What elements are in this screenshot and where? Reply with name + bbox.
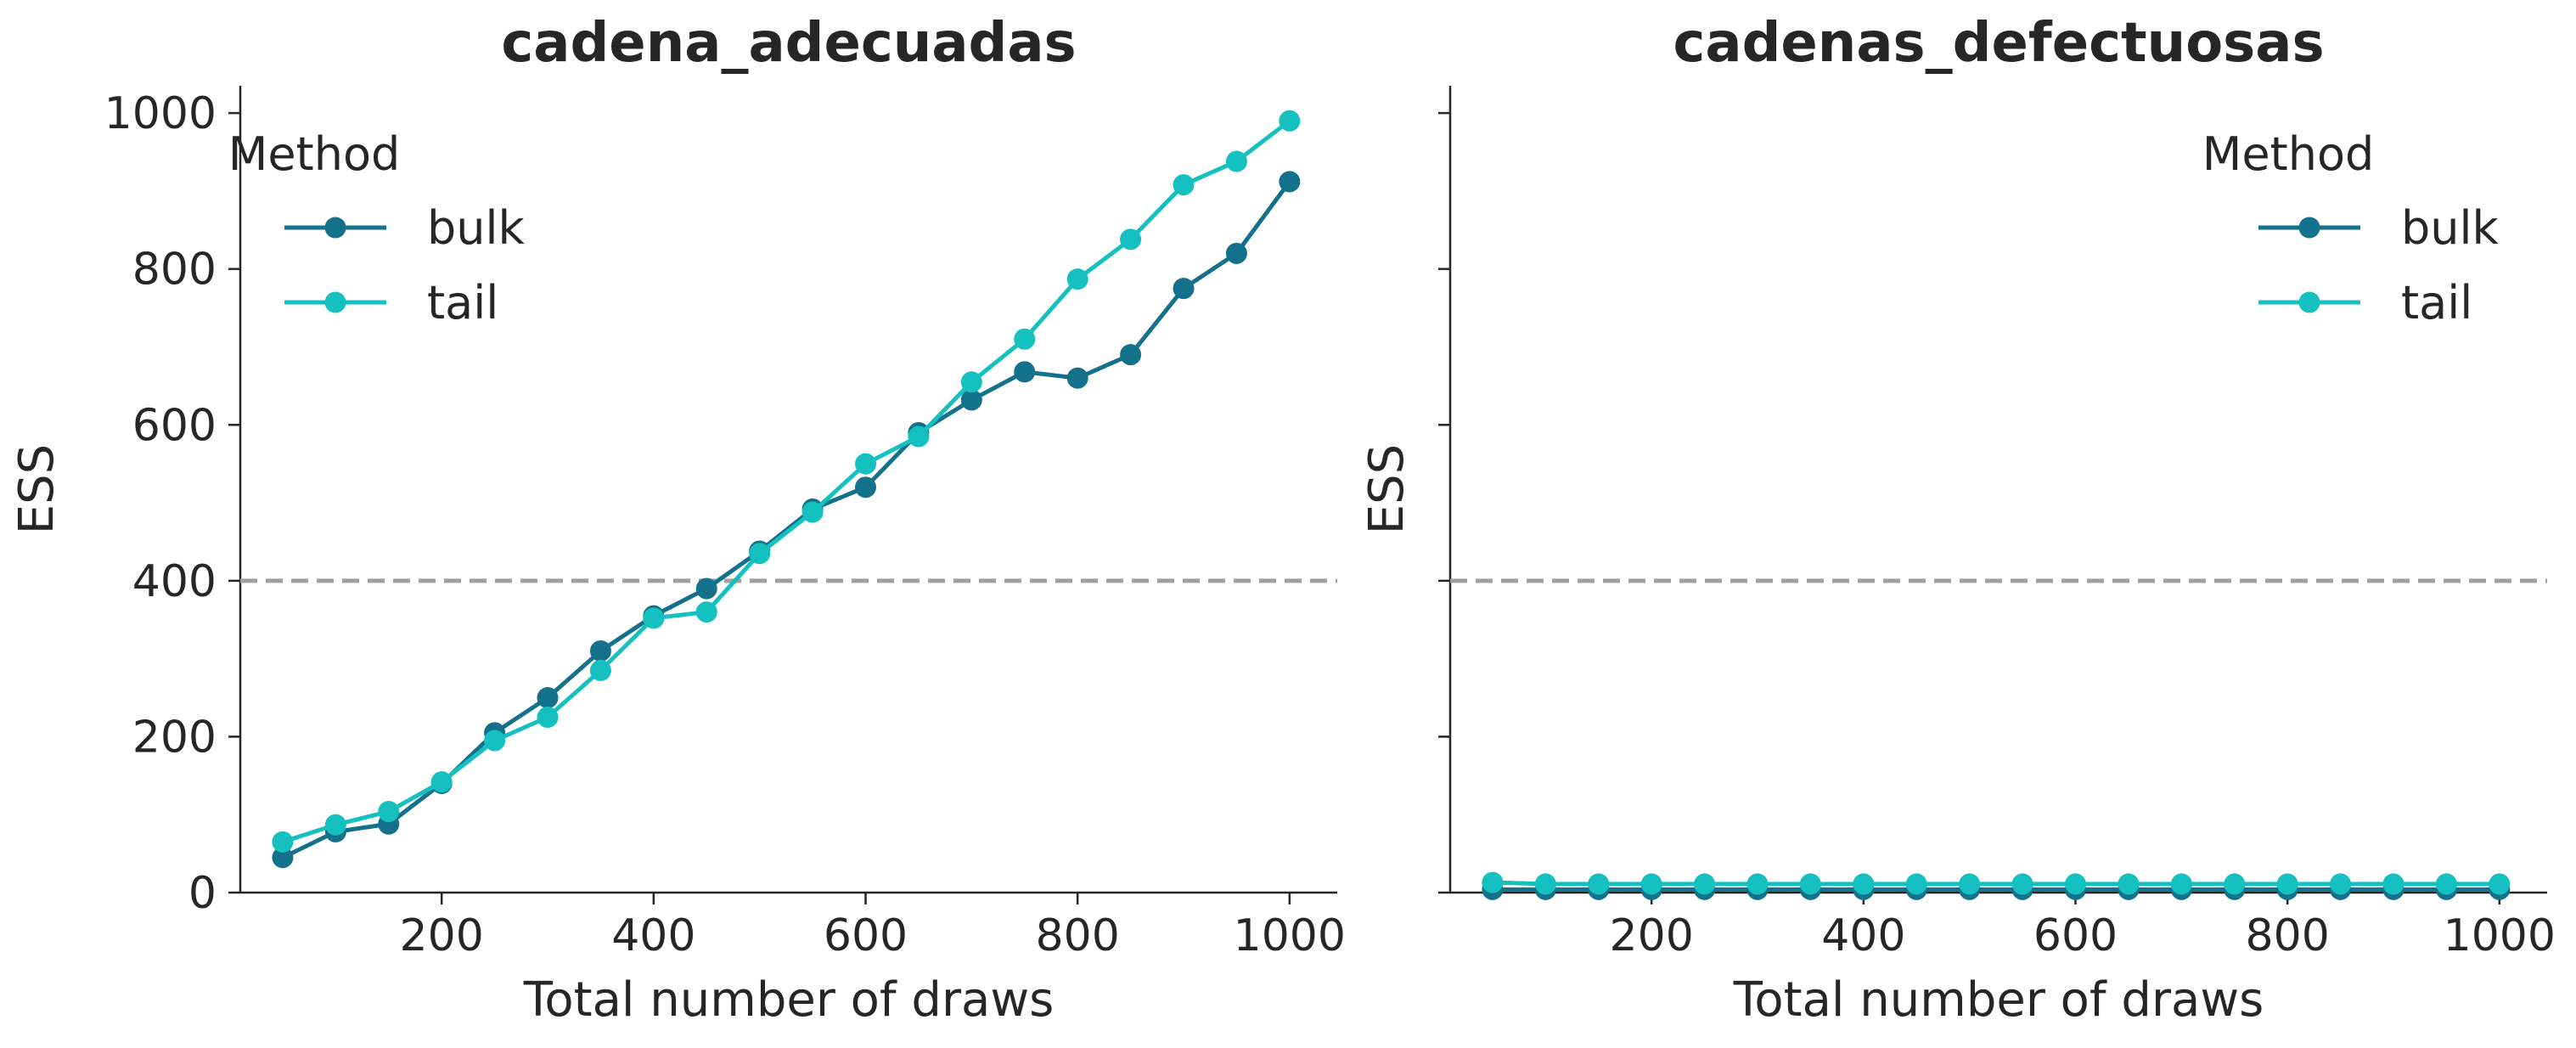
- data-point-tail: [2011, 873, 2033, 895]
- legend-label-bulk: bulk: [427, 201, 526, 255]
- data-point-tail: [2382, 873, 2404, 895]
- data-point-tail: [2330, 873, 2352, 895]
- data-point-tail: [695, 601, 717, 623]
- data-point-tail: [1588, 873, 1610, 895]
- data-point-tail: [801, 501, 824, 523]
- legend-label-tail: tail: [427, 276, 498, 330]
- x-tick-label: 400: [611, 910, 695, 961]
- data-point-bulk: [1279, 171, 1301, 193]
- data-point-tail: [537, 706, 559, 728]
- data-point-tail: [430, 771, 453, 793]
- data-point-tail: [2435, 873, 2457, 895]
- legend-title: Method: [2202, 127, 2375, 181]
- data-point-bulk: [1066, 367, 1088, 389]
- data-point-tail: [1482, 871, 1504, 893]
- data-point-tail: [1534, 873, 1556, 895]
- panel-right: cadenas_defectuosas 200 400 600 800 1000 Total…: [1359, 12, 2556, 1028]
- y-tick-label: 1000: [104, 88, 217, 139]
- x-tick-label: 600: [2033, 910, 2118, 961]
- y-tick-label: 200: [132, 712, 217, 763]
- legend-swatch-marker: [2298, 217, 2320, 239]
- data-point-bulk: [1120, 344, 1142, 366]
- data-point-tail: [2489, 873, 2511, 895]
- x-tick-label: 200: [400, 910, 484, 961]
- x-tick-label: 800: [1036, 910, 1120, 961]
- data-point-tail: [378, 801, 400, 823]
- data-point-tail: [1173, 174, 1195, 196]
- data-point-tail: [908, 425, 930, 448]
- data-point-tail: [2170, 873, 2192, 895]
- legend-swatch-marker: [324, 291, 346, 313]
- data-point-tail: [2118, 873, 2140, 895]
- data-point-bulk: [272, 847, 294, 869]
- data-point-bulk: [1173, 278, 1195, 300]
- data-point-bulk: [537, 687, 559, 709]
- chart-title: cadenas_defectuosas: [1673, 12, 2324, 75]
- x-axis-label: Total number of draws: [523, 972, 1055, 1028]
- data-point-bulk: [1225, 242, 1247, 264]
- data-point-tail: [324, 814, 346, 836]
- data-point-tail: [1640, 873, 1662, 895]
- y-tick-label: 0: [188, 868, 217, 919]
- data-point-tail: [1905, 873, 1927, 895]
- y-axis-label: ESS: [9, 444, 65, 534]
- data-point-tail: [1959, 873, 1981, 895]
- y-tick-label: 600: [132, 400, 217, 451]
- data-point-tail: [2276, 873, 2298, 895]
- data-point-tail: [1746, 873, 1769, 895]
- data-point-tail: [2065, 873, 2087, 895]
- legend-swatch-marker: [324, 217, 346, 239]
- legend-label-tail: tail: [2401, 276, 2472, 330]
- data-point-bulk: [695, 578, 717, 600]
- data-point-tail: [749, 543, 771, 565]
- chart-title: cadena_adecuadas: [501, 12, 1076, 75]
- data-point-bulk: [589, 640, 611, 662]
- data-point-tail: [643, 607, 665, 629]
- y-axis-label: ESS: [1359, 444, 1415, 534]
- x-tick-label: 200: [1610, 910, 1694, 961]
- data-point-tail: [589, 659, 611, 681]
- data-point-tail: [960, 371, 982, 393]
- data-point-tail: [484, 730, 506, 752]
- data-point-bulk: [960, 389, 982, 411]
- x-axis-label: Total number of draws: [1733, 972, 2264, 1028]
- x-tick-label: 400: [1821, 910, 1905, 961]
- series-line-tail: [282, 119, 1291, 844]
- x-tick-label: 1000: [2444, 910, 2556, 961]
- data-point-bulk: [855, 476, 877, 499]
- y-tick-label: 400: [132, 556, 217, 607]
- data-point-tail: [1799, 873, 1821, 895]
- data-point-tail: [1853, 873, 1875, 895]
- y-tick-label: 800: [132, 245, 217, 296]
- data-point-tail: [272, 831, 294, 853]
- legend-swatch-marker: [2298, 291, 2320, 313]
- data-point-tail: [1066, 268, 1088, 290]
- x-tick-label: 1000: [1234, 910, 1346, 961]
- data-point-tail: [1279, 110, 1301, 132]
- data-point-bulk: [1014, 361, 1036, 383]
- x-tick-label: 600: [824, 910, 908, 961]
- data-point-tail: [1225, 150, 1247, 172]
- data-point-tail: [855, 453, 877, 475]
- legend-title: Method: [228, 127, 401, 181]
- data-point-tail: [1014, 328, 1036, 350]
- data-point-tail: [1694, 873, 1716, 895]
- data-point-tail: [1120, 228, 1142, 251]
- panel-left: cadena_adecuadas 200 400 600 800 1000 0 200 400 6…: [9, 12, 1346, 1028]
- x-tick-label: 800: [2246, 910, 2330, 961]
- data-point-tail: [2224, 873, 2246, 895]
- legend-label-bulk: bulk: [2401, 201, 2500, 255]
